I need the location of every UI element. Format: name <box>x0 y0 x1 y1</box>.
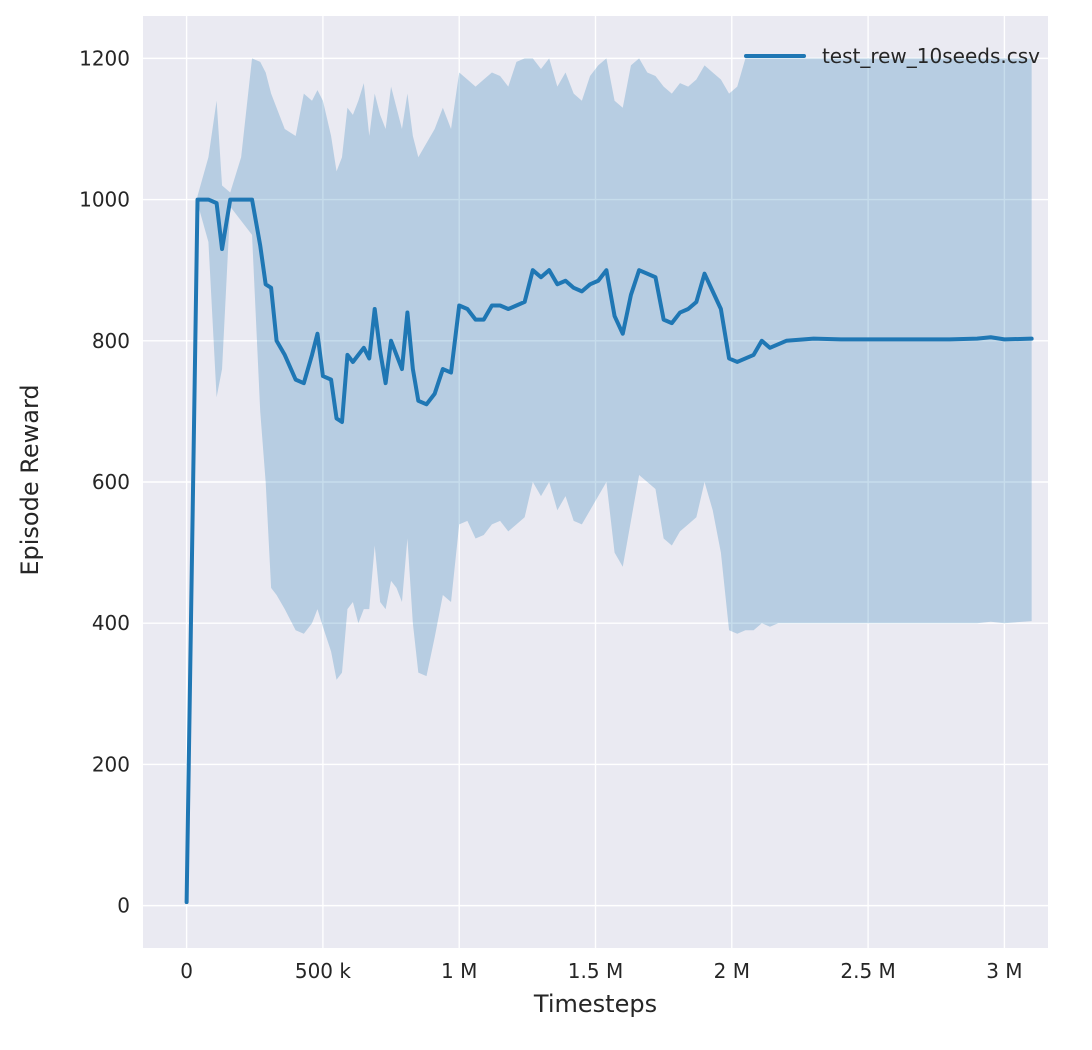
y-tick-label: 400 <box>92 611 130 635</box>
x-tick-label: 1 M <box>441 959 477 983</box>
x-tick-label: 1.5 M <box>568 959 623 983</box>
y-axis-title: Episode Reward <box>16 384 44 576</box>
x-tick-label: 3 M <box>986 959 1022 983</box>
x-tick-label: 500 k <box>295 959 352 983</box>
confidence-band <box>186 58 1032 903</box>
legend: test_rew_10seeds.csv <box>743 44 1040 68</box>
y-tick-label: 1200 <box>79 46 130 70</box>
x-tick-label: 0 <box>180 959 193 983</box>
legend-label: test_rew_10seeds.csv <box>821 44 1040 68</box>
x-tick-label: 2 M <box>714 959 750 983</box>
y-tick-label: 1000 <box>79 188 130 212</box>
legend-line-swatch <box>743 54 806 58</box>
y-tick-label: 0 <box>117 894 130 918</box>
y-tick-label: 200 <box>92 752 130 776</box>
x-tick-label: 2.5 M <box>840 959 895 983</box>
mean-line <box>184 197 1034 905</box>
y-tick-label: 600 <box>92 470 130 494</box>
x-axis-title: Timesteps <box>533 990 658 1018</box>
y-tick-label: 800 <box>92 329 130 353</box>
